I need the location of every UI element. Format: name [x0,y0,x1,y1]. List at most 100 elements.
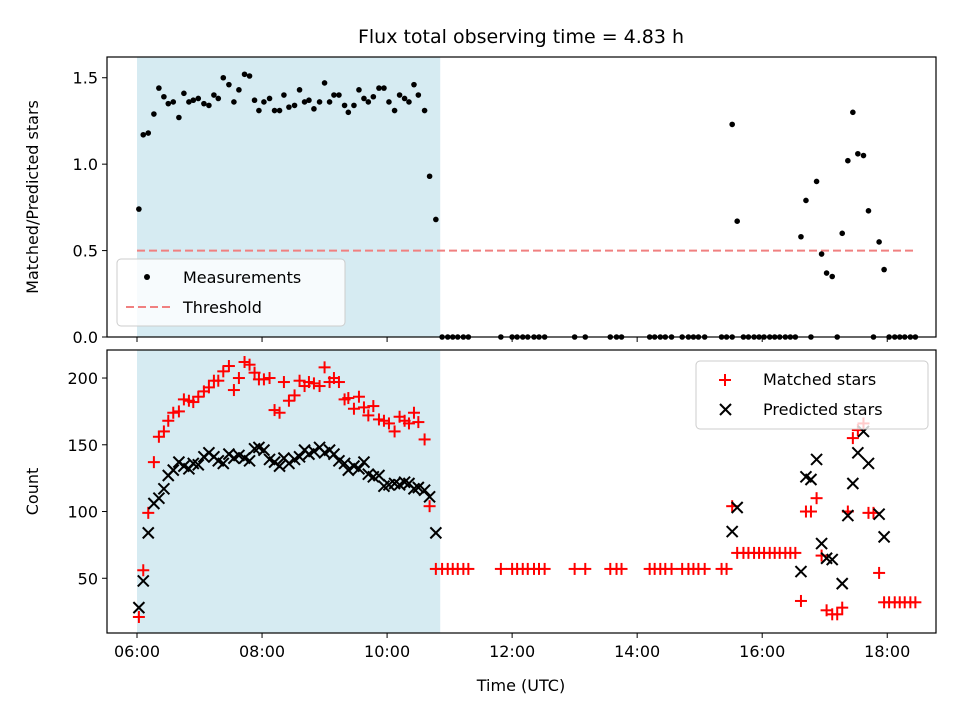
bottom-ylabel: Count [23,468,42,516]
measurement-point [813,178,820,185]
predicted-point [152,491,166,505]
matched-point [836,601,849,614]
bottom-plot-frame [106,349,937,634]
measurement-point [361,95,367,102]
matched-point [268,404,281,417]
measurement-point [236,87,242,93]
measurement-point [321,80,328,86]
measurement-point [140,131,147,138]
measurement-point [881,266,887,273]
predicted-point [836,577,849,590]
legend-marker-measurements [144,274,150,280]
matched-point [147,456,160,469]
top-ylabel: Matched/Predicted stars [23,100,42,294]
measurement-point [401,95,408,102]
matched-point [538,562,551,575]
matched-point [388,425,401,438]
measurement-point [865,208,872,214]
measurement-point [190,97,197,104]
measurement-point [365,99,372,105]
measurement-point [345,109,352,116]
measurement-point [256,107,262,114]
predicted-point [132,601,146,614]
measurement-point [341,102,348,109]
predicted-point [327,447,341,461]
predicted-point [412,481,425,494]
measurement-point [326,99,333,105]
y-tick-label: 100 [67,503,98,522]
matched-point [313,380,326,393]
measurement-point [151,111,157,117]
predicted-point [342,463,355,477]
measurement-point [729,121,735,128]
predicted-point [338,457,351,470]
matched-point [418,433,431,446]
matched-point [382,417,395,430]
top-legend-box [116,258,346,327]
predicted-point [157,482,171,496]
x-tick-label: 10:00 [364,642,410,661]
predicted-point [137,574,150,588]
matched-point [377,414,390,427]
matched-point [232,372,245,385]
measurement-point [165,100,172,107]
x-tick-label: 18:00 [864,642,910,661]
matched-point [172,405,185,418]
y-tick-label: 0.0 [73,328,98,347]
predicted-point [192,458,205,472]
bottom-legend: Matched stars Predicted stars [695,360,929,430]
top-plot-frame [106,56,937,338]
predicted-point [407,482,421,496]
matched-point [362,409,375,422]
measurement-point [370,93,377,100]
matched-point [167,406,180,419]
y-tick-label: 1.0 [73,155,98,174]
matched-point [177,393,190,406]
y-tick-label: 200 [67,369,98,388]
measurement-point [421,107,428,114]
predicted-point [398,475,411,489]
predicted-point [293,450,306,463]
legend-label-measurements: Measurements [183,268,301,287]
measurement-point [860,152,867,159]
matched-point [423,500,436,513]
y-tick-label: 0.5 [73,242,98,261]
matched-point [810,492,823,505]
matched-point [909,596,922,609]
measurement-point [261,99,267,105]
measurement-point [161,93,167,100]
x-tick-label: 14:00 [614,642,660,661]
matched-point [789,546,802,559]
matched-point [318,361,331,374]
measurement-point [376,85,382,91]
matched-point [238,356,251,369]
measurement-point [829,273,836,280]
matched-point [302,376,315,389]
predicted-point [810,453,823,466]
bottom-ticks: 06:00 08:00 10:00 12:00 14:00 16:00 18:00 50 100… [67,369,910,661]
matched-point [665,562,678,575]
predicted-point [418,483,431,497]
measurement-point [220,74,227,81]
predicted-point [725,525,739,538]
predicted-point [372,469,386,482]
matched-point [873,566,886,579]
x-tick-label: 12:00 [489,642,535,661]
predicted-point [851,446,865,459]
measurement-point [206,102,212,109]
predicted-point [273,459,286,473]
panel-bottom: 06:00 08:00 10:00 12:00 14:00 16:00 18:00 50 100… [23,349,937,695]
matched-point [831,608,844,621]
measurement-point [411,81,417,88]
matched-point [157,425,170,438]
measurement-point [186,99,192,105]
predicted-point [282,457,296,470]
matched-point [568,562,581,575]
measurement-point [415,92,422,98]
measurement-point [156,85,162,91]
measurement-point [331,92,337,98]
matched-point [152,430,165,443]
predicted-point [429,526,443,540]
matched-point [248,366,261,379]
predicted-point [217,457,230,470]
